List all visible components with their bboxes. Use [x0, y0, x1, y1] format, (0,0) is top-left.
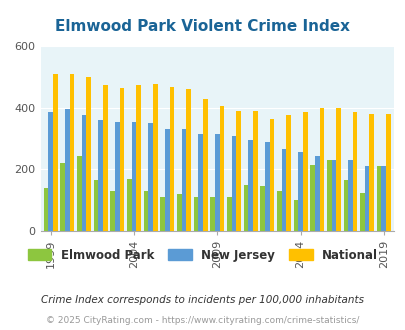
Bar	[153, 84, 157, 231]
Bar	[210, 197, 214, 231]
Bar	[198, 134, 202, 231]
Bar	[385, 114, 390, 231]
Bar	[110, 191, 115, 231]
Bar	[236, 111, 240, 231]
Bar	[252, 111, 257, 231]
Bar	[335, 109, 340, 231]
Bar	[193, 197, 198, 231]
Bar	[177, 194, 181, 231]
Bar	[160, 197, 164, 231]
Bar	[297, 152, 302, 231]
Bar	[169, 87, 174, 231]
Bar	[331, 160, 335, 231]
Bar	[69, 74, 74, 231]
Bar	[43, 188, 48, 231]
Bar	[65, 109, 69, 231]
Bar	[343, 180, 347, 231]
Bar	[214, 134, 219, 231]
Bar	[119, 88, 124, 231]
Bar	[60, 163, 65, 231]
Bar	[359, 192, 364, 231]
Bar	[164, 129, 169, 231]
Bar	[77, 155, 81, 231]
Bar	[102, 85, 107, 231]
Bar	[186, 89, 190, 231]
Text: Crime Index corresponds to incidents per 100,000 inhabitants: Crime Index corresponds to incidents per…	[41, 295, 364, 305]
Legend: Elmwood Park, New Jersey, National: Elmwood Park, New Jersey, National	[23, 244, 382, 266]
Bar	[319, 108, 323, 231]
Bar	[247, 140, 252, 231]
Bar	[93, 180, 98, 231]
Bar	[260, 186, 264, 231]
Bar	[143, 191, 148, 231]
Bar	[326, 160, 331, 231]
Bar	[286, 115, 290, 231]
Bar	[364, 166, 369, 231]
Bar	[226, 197, 231, 231]
Bar	[127, 179, 131, 231]
Bar	[98, 120, 102, 231]
Bar	[202, 99, 207, 231]
Bar	[115, 122, 119, 231]
Text: © 2025 CityRating.com - https://www.cityrating.com/crime-statistics/: © 2025 CityRating.com - https://www.city…	[46, 315, 359, 325]
Bar	[136, 85, 141, 231]
Bar	[269, 118, 273, 231]
Bar	[264, 142, 269, 231]
Bar	[131, 122, 136, 231]
Bar	[243, 185, 247, 231]
Bar	[281, 149, 286, 231]
Bar	[352, 113, 357, 231]
Bar	[181, 129, 186, 231]
Bar	[219, 106, 224, 231]
Bar	[369, 114, 373, 231]
Text: Elmwood Park Violent Crime Index: Elmwood Park Violent Crime Index	[55, 19, 350, 34]
Bar	[293, 200, 297, 231]
Bar	[86, 77, 91, 231]
Bar	[376, 166, 381, 231]
Bar	[309, 165, 314, 231]
Bar	[81, 115, 86, 231]
Bar	[347, 160, 352, 231]
Bar	[276, 191, 281, 231]
Bar	[53, 74, 58, 231]
Bar	[314, 155, 319, 231]
Bar	[302, 113, 307, 231]
Bar	[48, 113, 53, 231]
Bar	[231, 136, 236, 231]
Bar	[381, 166, 385, 231]
Bar	[148, 123, 153, 231]
